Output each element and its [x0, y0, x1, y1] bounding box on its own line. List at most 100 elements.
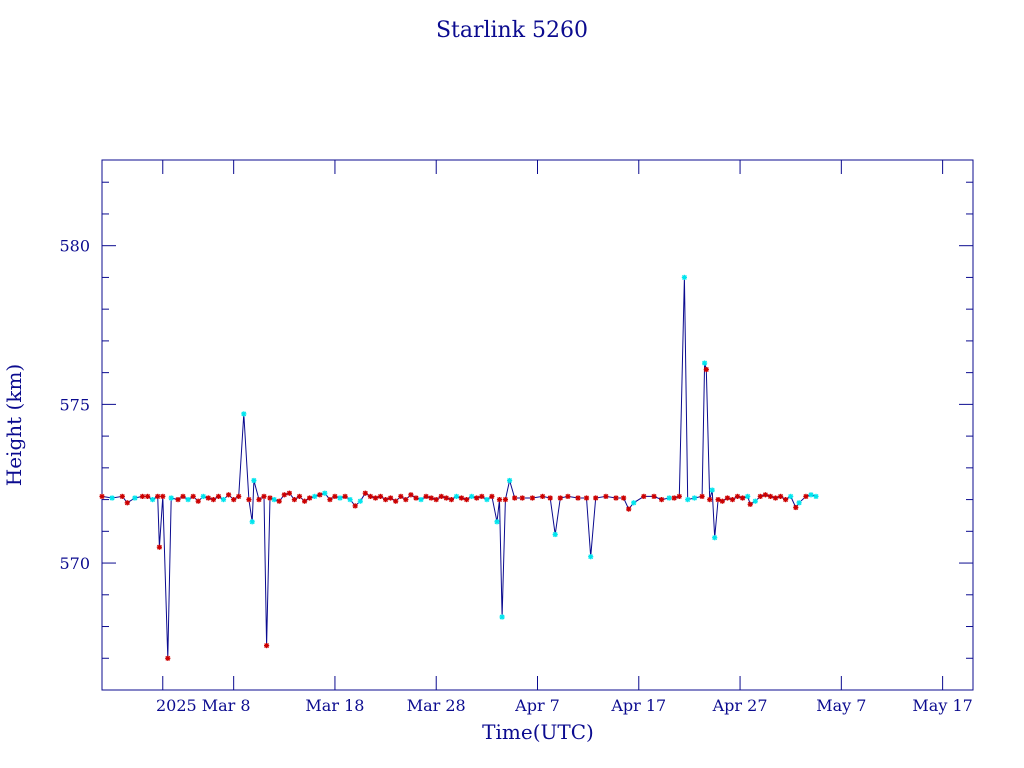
point-mark	[584, 495, 589, 501]
data-point	[210, 497, 216, 503]
point-mark	[703, 367, 709, 372]
point-mark	[281, 492, 287, 498]
point-mark	[124, 500, 130, 506]
data-point	[145, 493, 151, 499]
data-point	[803, 493, 809, 499]
point-mark	[302, 498, 308, 504]
data-point	[438, 493, 444, 499]
data-point	[489, 493, 495, 499]
data-point	[813, 493, 819, 499]
data-point	[588, 554, 594, 560]
point-mark	[205, 495, 211, 501]
point-mark	[286, 490, 292, 496]
point-mark	[347, 497, 353, 503]
point-mark	[236, 493, 242, 499]
point-mark	[796, 500, 802, 506]
point-mark	[715, 497, 721, 503]
data-point	[160, 493, 166, 499]
point-mark	[709, 487, 715, 493]
data-point	[772, 495, 779, 501]
point-mark	[383, 497, 389, 503]
data-point	[251, 477, 257, 484]
point-mark	[631, 500, 637, 506]
point-mark	[251, 478, 257, 483]
y-tick-label: 580	[59, 237, 90, 256]
data-point	[631, 500, 637, 506]
data-point	[408, 492, 414, 498]
data-point	[296, 493, 303, 499]
point-mark	[512, 495, 518, 501]
data-point	[180, 493, 186, 499]
point-mark	[651, 493, 657, 499]
data-point	[745, 493, 751, 499]
data-point	[215, 493, 222, 499]
data-point	[729, 497, 736, 503]
data-point	[575, 495, 581, 501]
data-point	[793, 504, 799, 511]
point-mark	[357, 498, 363, 504]
x-tick-label: Apr 7	[514, 696, 560, 715]
data-point	[317, 492, 323, 498]
data-point	[788, 493, 794, 499]
point-mark	[261, 493, 267, 499]
point-mark	[119, 493, 125, 499]
point-mark	[459, 495, 464, 501]
point-mark	[676, 493, 682, 499]
data-point	[767, 493, 774, 499]
point-mark	[276, 498, 282, 504]
point-mark	[778, 493, 784, 499]
point-mark	[317, 492, 323, 498]
point-mark	[438, 493, 444, 499]
point-mark	[367, 493, 373, 499]
data-point	[332, 493, 338, 499]
point-mark	[788, 493, 794, 499]
data-point	[418, 497, 424, 503]
data-point	[124, 500, 130, 506]
point-mark	[403, 497, 409, 503]
point-mark	[565, 493, 571, 499]
point-mark	[685, 497, 691, 503]
data-point	[719, 498, 725, 504]
x-tick-label: May 7	[816, 696, 866, 715]
data-point	[715, 497, 721, 503]
point-mark	[312, 493, 318, 499]
data-point	[312, 493, 318, 499]
point-mark	[641, 493, 647, 499]
point-mark	[418, 497, 424, 503]
data-point	[529, 495, 536, 501]
point-mark	[378, 493, 383, 499]
data-point	[307, 495, 313, 501]
point-mark	[195, 498, 201, 504]
data-point	[724, 495, 731, 501]
data-point	[261, 493, 267, 499]
data-point	[479, 493, 485, 499]
point-mark	[140, 493, 145, 499]
data-point	[165, 655, 171, 661]
point-mark	[433, 497, 439, 503]
point-mark	[613, 495, 619, 501]
point-mark	[773, 495, 778, 501]
data-point	[676, 493, 682, 499]
point-mark	[322, 490, 328, 496]
point-mark	[448, 497, 454, 503]
point-mark	[413, 495, 419, 501]
data-point	[281, 492, 287, 498]
point-mark	[783, 497, 789, 503]
point-mark	[200, 493, 206, 499]
y-axis-label: Height (km)	[2, 364, 26, 486]
data-point	[231, 497, 237, 503]
data-point	[448, 497, 454, 503]
data-point	[699, 493, 705, 499]
plot-frame	[101, 159, 974, 691]
data-point	[552, 531, 558, 538]
point-mark	[547, 495, 553, 501]
point-mark	[724, 495, 730, 501]
point-mark	[735, 493, 740, 499]
data-point	[739, 495, 746, 501]
point-mark	[621, 495, 627, 501]
point-mark	[423, 493, 429, 499]
point-mark	[165, 655, 171, 661]
point-mark	[210, 497, 216, 503]
point-mark	[428, 495, 434, 501]
x-tick-label: 2025 Mar 8	[156, 696, 251, 715]
